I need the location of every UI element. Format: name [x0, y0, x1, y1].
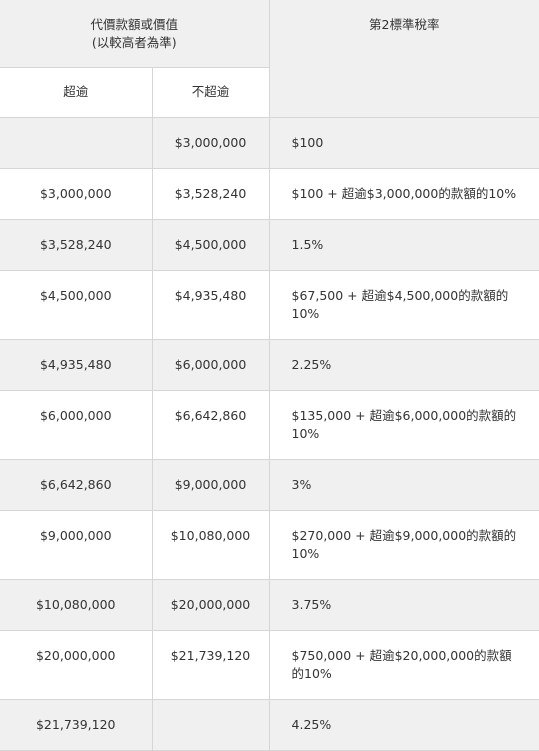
table-row: $10,080,000 $20,000,000 3.75%: [0, 579, 539, 630]
rate-cell: $100 + 超逾$3,000,000的款額的10%: [291, 185, 517, 201]
rate-cell: 4.25%: [269, 699, 539, 750]
rate-cell: 1.5%: [269, 219, 539, 270]
not-exceeds-cell: $21,739,120: [152, 630, 270, 699]
table-row: $6,642,860 $9,000,000 3%: [0, 459, 539, 510]
table-row: $20,000,000 $21,739,120 $750,000 + 超逾$20…: [0, 630, 539, 699]
exceeds-cell: $4,935,480: [0, 339, 153, 390]
exceeds-cell: $3,000,000: [0, 168, 153, 219]
exceeds-cell: $21,739,120: [0, 699, 153, 750]
table-row: $3,528,240 $4,500,000 1.5%: [0, 219, 539, 270]
exceeds-cell: $9,000,000: [0, 510, 153, 579]
exceeds-cell: $20,000,000: [0, 630, 153, 699]
consideration-header-line1: 代價款額或價值: [90, 17, 179, 32]
rate-cell: $750,000 + 超逾$20,000,000的款額的10%: [291, 647, 512, 681]
not-exceeds-cell: $4,935,480: [152, 270, 270, 339]
not-exceeds-cell: [152, 699, 270, 750]
rate-cell: $100: [269, 117, 539, 168]
not-exceeds-cell: $10,080,000: [152, 510, 270, 579]
exceeds-cell: $6,000,000: [0, 390, 153, 459]
rate-header: 第2標準稅率: [269, 0, 539, 118]
rate-cell: 3%: [269, 459, 539, 510]
rate-cell: $67,500 + 超逾$4,500,000的款額的10%: [291, 287, 509, 321]
not-exceeds-cell: $3,528,240: [152, 168, 270, 219]
exceeds-cell: $6,642,860: [0, 459, 153, 510]
consideration-header-line2: (以較高者為準): [91, 35, 177, 50]
rate-cell: 3.75%: [269, 579, 539, 630]
table-row: $9,000,000 $10,080,000 $270,000 + 超逾$9,0…: [0, 510, 539, 579]
table-row: $3,000,000 $100: [0, 117, 539, 168]
rate-cell: 2.25%: [269, 339, 539, 390]
table-row: $6,000,000 $6,642,860 $135,000 + 超逾$6,00…: [0, 390, 539, 459]
not-exceeds-cell: $6,000,000: [152, 339, 270, 390]
exceeds-cell: $3,528,240: [0, 219, 153, 270]
rate-cell: $270,000 + 超逾$9,000,000的款額的10%: [291, 527, 517, 561]
rate-header-label: 第2標準稅率: [369, 17, 440, 32]
not-exceeds-cell: $20,000,000: [152, 579, 270, 630]
table-row: $3,000,000 $3,528,240 $100 + 超逾$3,000,00…: [0, 168, 539, 219]
not-exceeds-cell: $4,500,000: [152, 219, 270, 270]
table-row: $4,935,480 $6,000,000 2.25%: [0, 339, 539, 390]
exceeds-cell: [0, 117, 153, 168]
not-exceeds-cell: $3,000,000: [152, 117, 270, 168]
exceeds-cell: $4,500,000: [0, 270, 153, 339]
table-row: $4,500,000 $4,935,480 $67,500 + 超逾$4,500…: [0, 270, 539, 339]
exceeds-cell: $10,080,000: [0, 579, 153, 630]
exceeds-header: 超逾: [0, 67, 153, 118]
not-exceeds-cell: $9,000,000: [152, 459, 270, 510]
table-row: $21,739,120 4.25%: [0, 699, 539, 750]
rate-cell: $135,000 + 超逾$6,000,000的款額的10%: [291, 407, 517, 441]
not-exceeds-cell: $6,642,860: [152, 390, 270, 459]
not-exceeds-header: 不超逾: [152, 67, 270, 118]
consideration-header: 代價款額或價值 (以較高者為準): [0, 0, 270, 68]
